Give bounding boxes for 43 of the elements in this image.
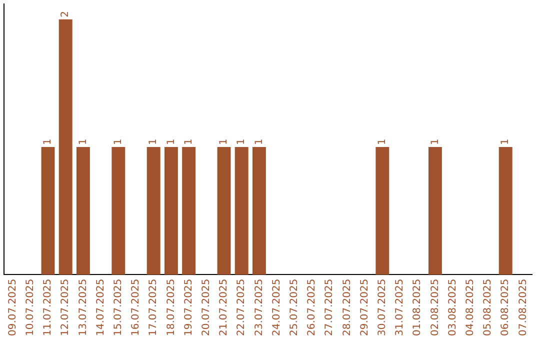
x-tick-label: 12.07.2025 [60,278,72,336]
x-tick-label: 04.08.2025 [464,278,476,336]
x-tick-label: 10.07.2025 [24,278,36,336]
x-tick-label: 20.07.2025 [200,278,212,336]
x-tick-label: 02.08.2025 [430,278,441,336]
x-tick-label: 13.07.2025 [78,278,89,336]
x-tick-label: 29.07.2025 [359,278,370,336]
x-tick-label: 17.07.2025 [148,278,160,336]
x-tick-label: 22.07.2025 [236,278,248,336]
x-tick-label: 11.07.2025 [42,278,54,336]
data-label: 1 [254,138,265,146]
x-tick-label: 26.07.2025 [306,278,318,336]
data-label: 1 [78,138,89,146]
data-label: 1 [112,138,124,146]
x-tick-label: 05.08.2025 [482,278,494,336]
x-tick-label: 15.07.2025 [112,278,124,336]
x-tick-label: 06.08.2025 [500,278,512,336]
x-tick-label: 23.07.2025 [254,278,265,336]
x-tick-label: 01.08.2025 [412,278,424,336]
x-tick-label: 19.07.2025 [183,278,194,336]
data-label: 1 [183,138,194,146]
data-label: 1 [148,138,160,146]
x-tick-label: 16.07.2025 [130,278,142,336]
x-tick-label: 28.07.2025 [342,278,353,336]
data-label: 1 [236,138,248,146]
x-tick-label: 21.07.2025 [218,278,230,336]
data-label: 1 [430,138,441,146]
data-label: 1 [166,138,177,146]
data-label: 1 [218,138,230,146]
data-label: 1 [376,138,388,146]
x-tick-label: 31.07.2025 [394,278,406,336]
data-label: 1 [42,138,54,146]
x-tick-label: 27.07.2025 [324,278,336,336]
x-tick-label: 18.07.2025 [166,278,177,336]
data-label: 1 [500,138,512,146]
x-tick-label: 24.07.2025 [271,278,282,336]
data-label: 2 [60,10,72,18]
x-tick-label: 07.08.2025 [518,278,529,336]
x-tick-label: 30.07.2025 [376,278,388,336]
x-tick-label: 25.07.2025 [288,278,300,336]
x-tick-label: 14.07.2025 [95,278,106,336]
x-tick-label: 03.08.2025 [447,278,458,336]
x-tick-label: 09.07.2025 [7,278,18,336]
